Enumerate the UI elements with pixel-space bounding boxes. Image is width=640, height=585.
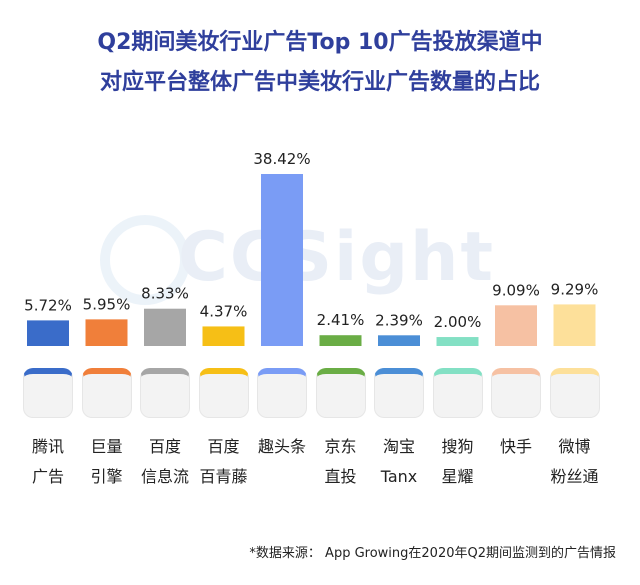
bar-value-label: 4.37% [200, 302, 248, 320]
baiqingteng-icon [198, 368, 249, 418]
chart-title-line1: Q2期间美妆行业广告Top 10广告投放渠道中 [97, 30, 543, 55]
platform-label-line2: 引擎 [90, 467, 123, 486]
data-source-note: *数据来源： App Growing在2020年Q2期间监测到的广告情报 [249, 546, 616, 561]
bar-6 [378, 335, 420, 346]
platform-label-line1: 快手 [499, 437, 532, 456]
platform-label-line1: 微博 [558, 437, 591, 456]
platform-label-line1: 腾讯 [31, 437, 64, 456]
chart-title-line2: 对应平台整体广告中美妆行业广告数量的占比 [99, 70, 540, 95]
platform-label: 京东 直投 [301, 432, 381, 492]
bar-value-label: 2.39% [375, 311, 423, 329]
platform-label-line1: 巨量 [90, 437, 123, 456]
jd-direct-icon [315, 368, 366, 418]
bar-9 [553, 304, 596, 346]
bar-1 [85, 319, 128, 346]
baidu-feed-icon [140, 368, 190, 418]
platform-label-line1: 搜狗 [441, 437, 474, 456]
bar-value-label: 5.95% [83, 295, 131, 313]
bar-0 [27, 320, 69, 346]
platform-label-line1: 百度 [207, 437, 240, 456]
bar-value-label: 2.41% [317, 311, 365, 329]
weibo-fensitong-icon [549, 368, 600, 418]
platform-label: 巨量 引擎 [67, 432, 147, 492]
bar-3 [202, 326, 245, 346]
bar-value-label: 2.00% [434, 313, 482, 331]
bar-2 [144, 308, 186, 346]
bar-value-label: 9.29% [551, 280, 599, 298]
qutoutiao-icon [257, 368, 307, 418]
platform-label-line2: 百青藤 [199, 467, 248, 486]
bar-7 [436, 337, 479, 346]
platform-label: 搜狗 星耀 [418, 432, 498, 492]
tencent-ads-icon [23, 368, 73, 418]
platform-label-line2: Tanx [380, 467, 418, 486]
platform-label-line2: 直投 [324, 467, 357, 486]
bar-value-label: 8.33% [141, 285, 189, 303]
bar-4 [261, 174, 303, 346]
platform-label: 快手 [476, 432, 556, 462]
platform-label-line1: 京东 [324, 437, 357, 456]
platform-label-line1: 趣头条 [257, 437, 306, 456]
platform-label: 腾讯 广告 [8, 432, 88, 492]
bar-value-label: 5.72% [24, 296, 72, 314]
platform-label-line2: 星耀 [441, 467, 474, 486]
platform-label-line2: 粉丝通 [550, 467, 599, 486]
watermark: CCSight [178, 218, 495, 297]
platform-label: 百度 百青藤 [184, 432, 264, 492]
bar-5 [319, 335, 362, 346]
ocean-engine-icon [81, 368, 132, 418]
taobao-tanx-icon [374, 368, 424, 418]
platform-label: 百度 信息流 [125, 432, 205, 492]
platform-label: 微博 粉丝通 [535, 432, 615, 492]
platform-label-line2: 广告 [31, 467, 64, 486]
platform-label-line1: 淘宝 [382, 437, 415, 456]
bar-value-label: 9.09% [492, 281, 540, 299]
platform-label-line1: 百度 [148, 437, 181, 456]
sogou-xingyao-icon [432, 368, 483, 418]
platform-label: 淘宝 Tanx [359, 432, 439, 492]
watermark-ring [100, 215, 190, 305]
platform-label: 趣头条 [242, 432, 322, 462]
kuaishou-icon [491, 368, 541, 418]
platform-label-line2: 信息流 [140, 467, 189, 486]
bar-value-label: 38.42% [253, 150, 310, 168]
bar-8 [495, 305, 537, 346]
